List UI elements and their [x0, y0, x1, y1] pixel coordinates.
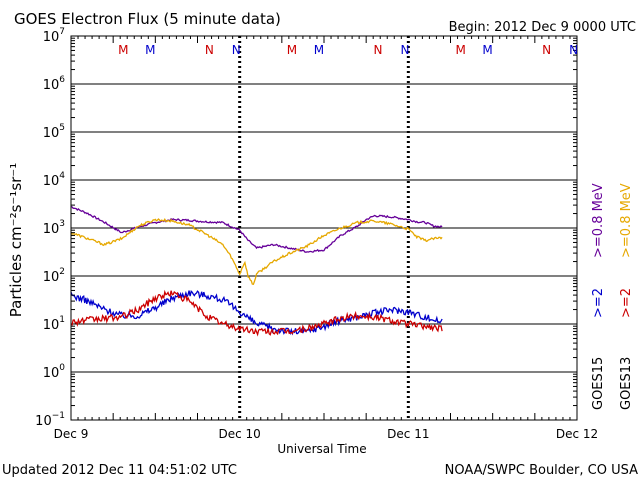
mn-marker: N — [373, 43, 382, 57]
mn-marker: N — [232, 43, 241, 57]
mn-marker: N — [569, 43, 578, 57]
legend-satellite: GOES13 — [619, 357, 634, 410]
footer-credit: NOAA/SWPC Boulder, CO USA — [445, 463, 638, 478]
mn-marker: N — [205, 43, 214, 57]
x-axis-label: Universal Time — [277, 442, 366, 456]
mn-marker: M — [314, 43, 324, 57]
mn-marker: N — [400, 43, 409, 57]
y-axis-label: Particles cm⁻²s⁻¹sr⁻¹ — [7, 163, 25, 317]
series-line — [70, 289, 443, 337]
mn-marker: M — [482, 43, 492, 57]
mn-marker: M — [145, 43, 155, 57]
y-tick-label: 106 — [43, 75, 66, 93]
y-tick-label: 104 — [43, 171, 66, 189]
legend-entry-08mev: >=0.8 MeV — [591, 183, 606, 258]
series-line — [70, 290, 443, 336]
x-tick-label: Dec 9 — [54, 427, 89, 441]
y-tick-label: 107 — [43, 27, 65, 45]
mn-marker: M — [455, 43, 465, 57]
series-line — [70, 218, 443, 286]
legend-satellite: GOES15 — [591, 357, 606, 410]
legend: GOES15 >=2 >=0.8 MeV GOES13 >=2 >=0.8 MeV — [591, 183, 634, 410]
mn-marker: N — [542, 43, 551, 57]
chart-title: GOES Electron Flux (5 minute data) — [14, 10, 281, 28]
series-group — [70, 205, 443, 337]
grid-lines — [71, 36, 577, 420]
x-tick-label: Dec 10 — [219, 427, 261, 441]
mn-marker: M — [287, 43, 297, 57]
x-tick-label: Dec 12 — [556, 427, 598, 441]
legend-entry-2mev: >=2 — [591, 288, 606, 318]
legend-entry-2mev: >=2 — [619, 288, 634, 318]
y-tick-label: 101 — [43, 315, 65, 333]
x-tick-label: Dec 11 — [387, 427, 429, 441]
y-tick-label: 105 — [43, 123, 65, 141]
y-tick-label: 103 — [43, 219, 65, 237]
series-line — [70, 205, 443, 253]
begin-label: Begin: 2012 Dec 9 0000 UTC — [449, 20, 636, 35]
mn-marker: M — [118, 43, 128, 57]
legend-entry-08mev: >=0.8 MeV — [619, 183, 634, 258]
y-tick-label: 102 — [43, 267, 65, 285]
footer-updated: Updated 2012 Dec 11 04:51:02 UTC — [2, 463, 237, 478]
y-tick-label: 100 — [43, 363, 66, 381]
x-axis-ticks: Dec 9 Dec 10 Dec 11 Dec 12 — [54, 36, 598, 441]
